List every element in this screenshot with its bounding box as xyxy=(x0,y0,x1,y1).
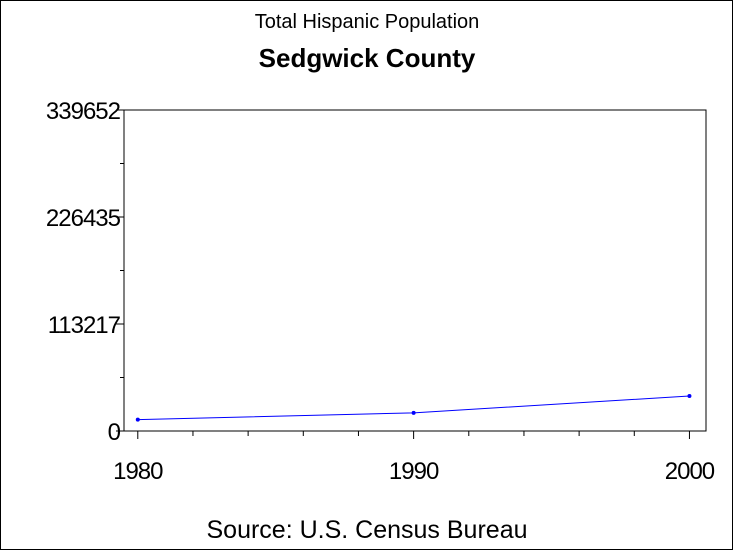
data-point xyxy=(135,417,140,422)
series-layer xyxy=(135,394,692,422)
y-tick-label: 113217 xyxy=(48,312,121,339)
x-tick-label: 1990 xyxy=(389,458,439,485)
x-axis: 1980 1990 2000 xyxy=(113,431,716,485)
chart-title: Total Hispanic Population xyxy=(255,11,480,33)
x-tick-label: 1980 xyxy=(113,458,163,485)
chart-footnote: Source: U.S. Census Bureau xyxy=(207,516,528,544)
series-line xyxy=(137,395,690,421)
y-tick-label: 226435 xyxy=(46,205,121,232)
y-axis: 0 113217 226435 339652 xyxy=(46,98,124,446)
x-tick-label: 2000 xyxy=(665,458,715,485)
y-tick-label: 339652 xyxy=(46,98,121,125)
data-point xyxy=(687,394,692,399)
data-point xyxy=(411,410,416,415)
chart-subtitle: Sedgwick County xyxy=(259,43,476,73)
y-tick-label: 0 xyxy=(108,419,121,446)
plot-area xyxy=(123,109,707,432)
